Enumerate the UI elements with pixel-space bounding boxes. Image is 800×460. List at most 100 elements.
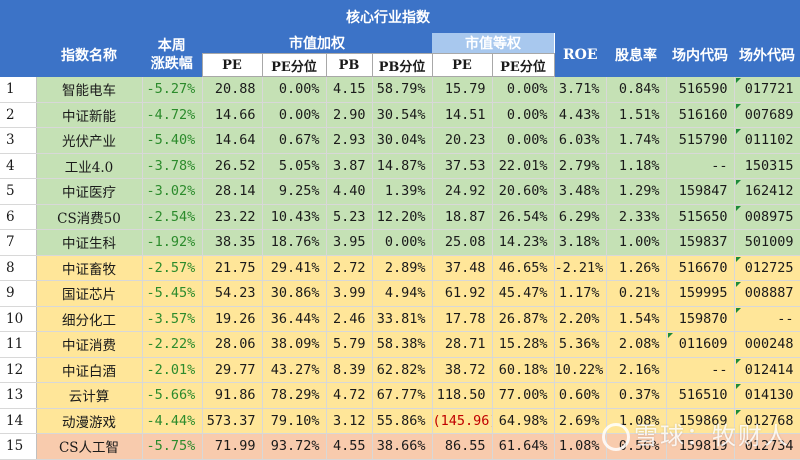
weekly-change: -2.22% xyxy=(142,331,203,358)
onsite-code: 159847 xyxy=(666,178,735,205)
pb-percentile: 67.77% xyxy=(372,382,433,409)
dividend-yield: 1.54% xyxy=(606,306,667,332)
weekly-change: -5.66% xyxy=(142,382,203,409)
roe-value: 2.69% xyxy=(554,408,607,434)
weekly-change: -2.54% xyxy=(142,204,203,230)
weekly-change: -2.57% xyxy=(142,255,203,281)
index-name: CS消费50 xyxy=(36,204,143,230)
eq-pe-value: (145.96) xyxy=(432,408,493,434)
col-header-pb: PB xyxy=(325,53,373,77)
pe-value: 71.99 xyxy=(202,433,263,460)
index-name: 光伏产业 xyxy=(36,127,143,154)
eq-pe-percentile: 0.00% xyxy=(492,102,555,128)
offsite-code: 501009 xyxy=(734,229,800,256)
onsite-code: 516510 xyxy=(666,382,735,409)
index-name: 工业4.0 xyxy=(36,153,143,179)
pb-percentile: 1.39% xyxy=(372,178,433,205)
table-title: 核心行业指数 xyxy=(36,0,800,33)
row-number: 8 xyxy=(0,255,37,281)
pb-percentile: 58.38% xyxy=(372,331,433,358)
pe-value: 20.88 xyxy=(202,76,263,103)
eq-pe-percentile: 61.64% xyxy=(492,433,555,460)
dividend-yield: 2.16% xyxy=(606,357,667,383)
row-number: 4 xyxy=(0,153,37,179)
pe-percentile: 30.86% xyxy=(262,280,327,307)
pb-value: 2.93 xyxy=(326,127,373,154)
pb-value: 3.87 xyxy=(326,153,373,179)
onsite-code: 516590 xyxy=(666,76,735,103)
pe-value: 28.06 xyxy=(202,331,263,358)
dividend-yield: 1.18% xyxy=(606,153,667,179)
offsite-code: 000248 xyxy=(734,331,800,358)
row-number: 5 xyxy=(0,178,37,205)
weekly-change: -4.72% xyxy=(142,102,203,128)
onsite-code: 516160 xyxy=(666,102,735,128)
pb-value: 5.23 xyxy=(326,204,373,230)
col-header-eq-pe-percentile: PE分位 xyxy=(491,53,555,77)
onsite-code: 516670 xyxy=(666,255,735,281)
eq-pe-value: 15.79 xyxy=(432,76,493,103)
table-row: 6 CS消费50 -2.54% 23.22 10.43% 5.23 12.20% 18.87 2… xyxy=(0,204,800,230)
table-row: 11 中证消费 -2.22% 28.06 38.09% 5.79 58.38% 28.71 15… xyxy=(0,331,800,358)
onsite-code: 011609 xyxy=(666,331,735,358)
pe-value: 26.52 xyxy=(202,153,263,179)
eq-pe-percentile: 15.28% xyxy=(492,331,555,358)
eq-pe-percentile: 22.01% xyxy=(492,153,555,179)
row-number: 13 xyxy=(0,382,37,409)
table-row: 1 智能电车 -5.27% 20.88 0.00% 4.15 58.79% 15.79 0.00… xyxy=(0,76,800,103)
pb-percentile: 55.86% xyxy=(372,408,433,434)
roe-value: 6.29% xyxy=(554,204,607,230)
roe-value: 1.17% xyxy=(554,280,607,307)
row-number: 15 xyxy=(0,433,37,460)
onsite-code: 515790 xyxy=(666,127,735,154)
eq-pe-percentile: 64.98% xyxy=(492,408,555,434)
eq-pe-percentile: 45.47% xyxy=(492,280,555,307)
eq-pe-value: 14.51 xyxy=(432,102,493,128)
pb-percentile: 62.82% xyxy=(372,357,433,383)
pb-percentile: 14.87% xyxy=(372,153,433,179)
pe-value: 14.64 xyxy=(202,127,263,154)
index-name: 细分化工 xyxy=(36,306,143,332)
pb-percentile: 30.54% xyxy=(372,102,433,128)
pe-percentile: 5.05% xyxy=(262,153,327,179)
eq-pe-percentile: 0.00% xyxy=(492,76,555,103)
onsite-code: -- xyxy=(666,153,735,179)
eq-pe-value: 38.72 xyxy=(432,357,493,383)
onsite-code: 159870 xyxy=(666,306,735,332)
pb-percentile: 58.79% xyxy=(372,76,433,103)
pb-value: 2.90 xyxy=(326,102,373,128)
onsite-code: 159837 xyxy=(666,229,735,256)
table-row: 9 国证芯片 -5.45% 54.23 30.86% 3.99 4.94% 61.92 45.4… xyxy=(0,280,800,307)
onsite-code: 159869 xyxy=(666,408,735,434)
table-row: 4 工业4.0 -3.78% 26.52 5.05% 3.87 14.87% 37.53 22.… xyxy=(0,153,800,179)
col-header-market-cap-weighted: 市值加权 xyxy=(202,33,432,54)
dividend-yield: 1.26% xyxy=(606,255,667,281)
pb-value: 5.79 xyxy=(326,331,373,358)
row-number: 14 xyxy=(0,408,37,434)
pb-percentile: 0.00% xyxy=(372,229,433,256)
table-row: 5 中证医疗 -3.02% 28.14 9.25% 4.40 1.39% 24.92 20.60… xyxy=(0,178,800,205)
eq-pe-percentile: 46.65% xyxy=(492,255,555,281)
pe-percentile: 43.27% xyxy=(262,357,327,383)
col-header-offsite-code: 场外代码 xyxy=(734,33,800,77)
pb-value: 4.72 xyxy=(326,382,373,409)
index-name: CS人工智 xyxy=(36,433,143,460)
table-row: 10 细分化工 -3.57% 19.26 36.44% 2.46 33.81% 17.78 26… xyxy=(0,306,800,332)
eq-pe-value: 18.87 xyxy=(432,204,493,230)
table-row: 13 云计算 -5.66% 91.86 78.29% 4.72 67.77% 118.50 77… xyxy=(0,382,800,409)
dividend-yield: 2.33% xyxy=(606,204,667,230)
pe-value: 14.66 xyxy=(202,102,263,128)
eq-pe-value: 28.71 xyxy=(432,331,493,358)
pb-percentile: 38.66% xyxy=(372,433,433,460)
col-header-index-name: 指数名称 xyxy=(36,33,142,77)
row-number: 10 xyxy=(0,306,37,332)
watermark: 雪球：牧财人 xyxy=(602,416,790,451)
pe-value: 91.86 xyxy=(202,382,263,409)
weekly-change: -3.02% xyxy=(142,178,203,205)
eq-pe-value: 24.92 xyxy=(432,178,493,205)
pe-percentile: 36.44% xyxy=(262,306,327,332)
eq-pe-percentile: 0.00% xyxy=(492,127,555,154)
weekly-change: -5.75% xyxy=(142,433,203,460)
pb-value: 2.72 xyxy=(326,255,373,281)
eq-pe-value: 61.92 xyxy=(432,280,493,307)
